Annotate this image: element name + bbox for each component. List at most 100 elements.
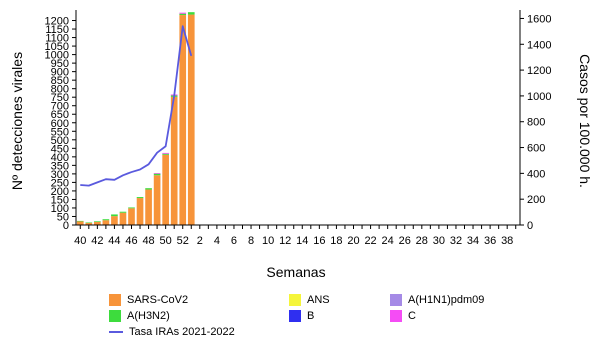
y-left-tick-label-450: 450	[51, 143, 69, 155]
bar-a-h3n2--52	[179, 13, 187, 16]
legend-label-sars-cov2: SARS-CoV2	[127, 294, 189, 306]
bar-c-52	[179, 12, 187, 14]
legend-label-ans: ANS	[307, 294, 330, 306]
x-tick-label-38: 38	[501, 235, 513, 247]
y-axis-right-label: Casos por 100.000 h.	[577, 54, 593, 188]
legend-swatch-tasa-iras	[109, 331, 123, 333]
bar-a-h3n2--45	[119, 211, 127, 213]
bar-a-h3n2--44	[111, 214, 118, 217]
x-tick-label-26: 26	[399, 235, 411, 247]
x-tick-label-24: 24	[382, 235, 394, 247]
x-tick-label-12: 12	[279, 235, 291, 247]
y-left-tick-label-850: 850	[51, 75, 69, 87]
y-left-tick-label-350: 350	[51, 160, 69, 172]
bar-a-h3n2--42	[94, 221, 101, 222]
x-tick-label-28: 28	[416, 235, 428, 247]
y-left-tick-label-950: 950	[51, 58, 69, 70]
x-tick-label-46: 46	[125, 235, 137, 247]
legend-item-b: B	[289, 310, 314, 322]
y-left-tick-label-250: 250	[51, 177, 69, 189]
bar-sars-cov2-44	[111, 216, 118, 225]
bar-sars-cov2-51	[170, 96, 178, 225]
bar-a-h3n2--48	[145, 188, 152, 190]
y-axis-left-label: Nº detecciones virales	[9, 52, 25, 190]
legend-swatch-sars-cov2	[109, 294, 121, 306]
y-left-tick-label-1050: 1050	[45, 41, 69, 53]
legend-swatch-a-h1n1pdm09	[390, 294, 402, 306]
y-left-tick-label-700: 700	[51, 101, 69, 113]
y-left-tick-label-600: 600	[51, 118, 69, 130]
y-left-tick-label-800: 800	[51, 84, 69, 96]
y-left-tick-label-400: 400	[51, 152, 69, 164]
bar-sars-cov2-46	[128, 208, 135, 225]
y-left-tick-label-200: 200	[51, 186, 69, 198]
y-left-tick-label-1200: 1200	[45, 16, 69, 28]
bar-sars-cov2-47	[136, 198, 144, 225]
legend-swatch-a-h3n2	[109, 310, 121, 322]
legend-item-sars-cov2: SARS-CoV2	[109, 294, 188, 306]
x-tick-label-8: 8	[248, 235, 254, 247]
bar-a-h3n2--40	[76, 220, 84, 222]
y-left-tick-label-900: 900	[51, 67, 69, 79]
y-right-tick-label-1200: 1200	[527, 65, 551, 77]
bar-sars-cov2-42	[94, 221, 101, 225]
x-tick-label-48: 48	[142, 235, 154, 247]
y-left-tick-label-100: 100	[51, 203, 69, 215]
x-tick-label-2: 2	[197, 235, 203, 247]
y-left-tick-label-650: 650	[51, 109, 69, 121]
y-left-tick-label-1150: 1150	[45, 24, 69, 36]
y-left-tick-label-1000: 1000	[45, 50, 69, 62]
x-tick-label-36: 36	[484, 235, 496, 247]
legend-label-a-h3n2: A(H3N2)	[127, 310, 170, 322]
y-left-tick-label-50: 50	[57, 211, 69, 223]
y-right-tick-label-800: 800	[527, 117, 545, 129]
x-axis-label: Semanas	[266, 264, 325, 280]
x-tick-label-42: 42	[91, 235, 103, 247]
bar-a-h3n2--50	[162, 153, 169, 155]
x-tick-label-16: 16	[313, 235, 325, 247]
x-tick-label-44: 44	[108, 235, 120, 247]
legend-item-a-h1n1pdm09: A(H1N1)pdm09	[390, 294, 484, 306]
line-tasa-iras	[80, 25, 193, 187]
bar-a-h3n2--46	[128, 207, 135, 209]
y-left-tick-label-300: 300	[51, 169, 69, 181]
bar-a-h3n2--41	[85, 222, 93, 223]
x-tick-label-10: 10	[262, 235, 274, 247]
bar-sars-cov2-49	[153, 175, 161, 225]
x-tick-label-40: 40	[74, 235, 86, 247]
legend-swatch-ans	[289, 294, 301, 306]
bars-layer	[76, 12, 195, 226]
y-left-tick-label-500: 500	[51, 135, 69, 147]
y-left-tick-label-750: 750	[51, 92, 69, 104]
legend-swatch-c	[390, 310, 402, 322]
x-tick-label-18: 18	[330, 235, 342, 247]
y-right-tick-label-600: 600	[527, 143, 545, 155]
bar-sars-cov2-41	[85, 222, 93, 225]
y-right-tick-label-1600: 1600	[527, 13, 551, 25]
legend-item-tasa-iras: Tasa IRAs 2021-2022	[109, 326, 235, 338]
y-right-tick-label-1000: 1000	[527, 91, 551, 103]
bar-a-h3n2--1	[187, 12, 195, 15]
bar-sars-cov2-50	[162, 154, 169, 225]
x-tick-label-32: 32	[450, 235, 462, 247]
x-tick-label-50: 50	[160, 235, 172, 247]
y-right-tick-label-400: 400	[527, 168, 545, 180]
y-right-tick-label-200: 200	[527, 194, 545, 206]
legend-label-c: C	[408, 310, 416, 322]
axes-layer: 0501001502002503003504004505005506006507…	[45, 10, 551, 247]
bar-sars-cov2-40	[76, 221, 84, 225]
bar-sars-cov2-43	[102, 220, 110, 225]
bar-a-h3n2--47	[136, 197, 144, 199]
legend-label-a-h1n1pdm09: A(H1N1)pdm09	[408, 294, 485, 306]
x-tick-label-14: 14	[296, 235, 308, 247]
bar-a-h3n2--49	[153, 173, 161, 176]
x-tick-label-20: 20	[347, 235, 359, 247]
y-right-tick-label-0: 0	[527, 220, 533, 232]
bar-sars-cov2-48	[145, 189, 152, 225]
bar-c-50	[162, 152, 169, 154]
line-layer	[80, 25, 193, 187]
bar-sars-cov2-52	[179, 15, 187, 225]
bar-c-49	[153, 173, 161, 174]
y-left-tick-label-0: 0	[63, 220, 69, 232]
